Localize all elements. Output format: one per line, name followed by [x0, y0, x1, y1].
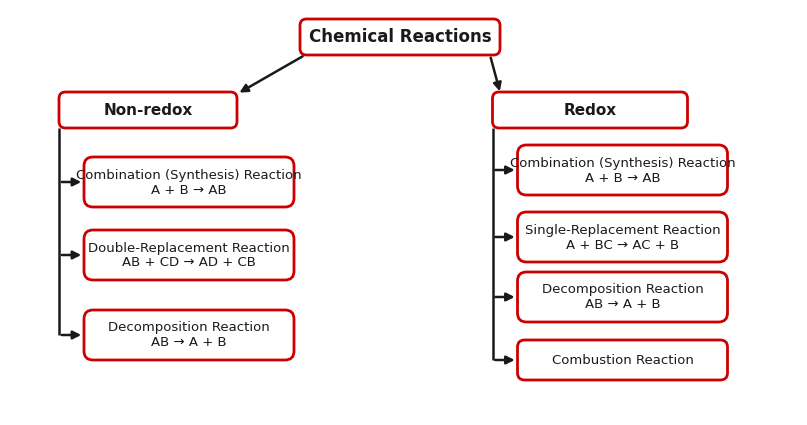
Text: Decomposition Reaction: Decomposition Reaction [541, 283, 704, 297]
FancyBboxPatch shape [517, 145, 727, 195]
FancyBboxPatch shape [84, 310, 294, 360]
Text: AB → A + B: AB → A + B [585, 298, 660, 312]
FancyBboxPatch shape [517, 212, 727, 262]
FancyBboxPatch shape [84, 230, 294, 280]
FancyBboxPatch shape [492, 92, 688, 128]
Text: Combustion Reaction: Combustion Reaction [551, 354, 693, 366]
FancyBboxPatch shape [300, 19, 500, 55]
Text: Decomposition Reaction: Decomposition Reaction [108, 321, 270, 334]
Text: Combination (Synthesis) Reaction: Combination (Synthesis) Reaction [510, 156, 735, 170]
Text: AB + CD → AD + CB: AB + CD → AD + CB [122, 257, 256, 269]
FancyBboxPatch shape [517, 272, 727, 322]
FancyBboxPatch shape [84, 157, 294, 207]
Text: Double-Replacement Reaction: Double-Replacement Reaction [88, 241, 290, 255]
Text: A + B → AB: A + B → AB [585, 172, 660, 184]
Text: A + B → AB: A + B → AB [151, 184, 227, 196]
Text: A + BC → AC + B: A + BC → AC + B [566, 238, 679, 252]
Text: Chemical Reactions: Chemical Reactions [309, 28, 491, 46]
Text: Redox: Redox [563, 102, 617, 117]
FancyBboxPatch shape [517, 340, 727, 380]
Text: Single-Replacement Reaction: Single-Replacement Reaction [525, 224, 721, 236]
Text: Non-redox: Non-redox [103, 102, 193, 117]
FancyBboxPatch shape [59, 92, 237, 128]
Text: AB → A + B: AB → A + B [151, 337, 227, 349]
Text: Combination (Synthesis) Reaction: Combination (Synthesis) Reaction [76, 168, 302, 181]
